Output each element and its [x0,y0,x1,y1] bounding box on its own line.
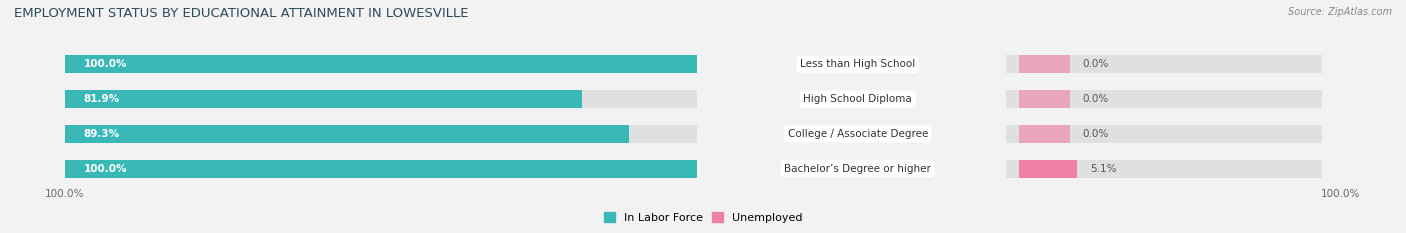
Text: 100.0%: 100.0% [1322,189,1361,199]
Bar [65,90,582,108]
Text: College / Associate Degree: College / Associate Degree [787,129,928,139]
Bar [65,160,697,178]
Legend: In Labor Force, Unemployed: In Labor Force, Unemployed [599,208,807,227]
Text: 0.0%: 0.0% [1083,94,1108,104]
Text: 89.3%: 89.3% [83,129,120,139]
Text: 100.0%: 100.0% [83,59,127,69]
Bar [1007,55,1323,73]
Text: 5.1%: 5.1% [1090,164,1116,174]
Text: 100.0%: 100.0% [83,164,127,174]
Text: High School Diploma: High School Diploma [803,94,912,104]
Bar [65,55,697,73]
Bar [65,90,697,108]
Bar [65,160,697,178]
Bar [65,55,697,73]
Bar [1019,160,1077,178]
Bar [1019,125,1070,143]
Text: 0.0%: 0.0% [1083,129,1108,139]
Text: 81.9%: 81.9% [83,94,120,104]
Text: Less than High School: Less than High School [800,59,915,69]
Text: 0.0%: 0.0% [1083,59,1108,69]
Bar [1019,55,1070,73]
Bar [1007,90,1323,108]
Text: EMPLOYMENT STATUS BY EDUCATIONAL ATTAINMENT IN LOWESVILLE: EMPLOYMENT STATUS BY EDUCATIONAL ATTAINM… [14,7,468,20]
Bar [1019,90,1070,108]
Bar [65,125,697,143]
Text: Bachelor’s Degree or higher: Bachelor’s Degree or higher [785,164,931,174]
Bar [1007,160,1323,178]
Text: Source: ZipAtlas.com: Source: ZipAtlas.com [1288,7,1392,17]
Bar [65,125,628,143]
Text: 100.0%: 100.0% [45,189,84,199]
Bar [1007,125,1323,143]
